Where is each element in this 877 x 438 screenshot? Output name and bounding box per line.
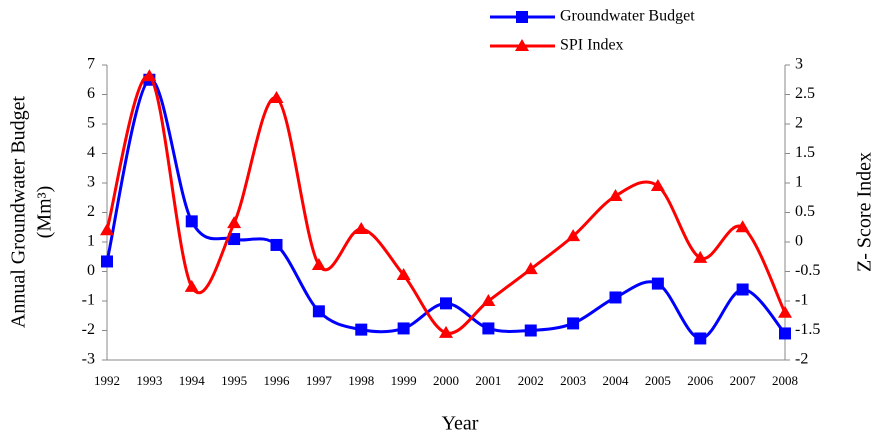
y2-axis-label: Z- Score Index	[854, 152, 876, 272]
y2-tick-label: 3	[795, 56, 803, 73]
data-point	[439, 325, 453, 338]
data-point	[269, 91, 284, 104]
y-tick-label: 4	[87, 144, 95, 161]
data-point	[779, 327, 791, 340]
x-tick-label: 1994	[179, 373, 206, 388]
y-tick-label: -2	[82, 321, 95, 338]
y-tick-label: -3	[82, 351, 95, 368]
legend-marker	[516, 11, 528, 23]
y2-tick-label: 2	[795, 115, 803, 132]
series-line	[105, 74, 787, 335]
legend-marker	[515, 39, 529, 51]
data-point	[481, 294, 496, 306]
data-point	[142, 69, 157, 82]
data-point	[694, 332, 707, 345]
data-point	[397, 322, 410, 335]
y-tick-label: 2	[87, 203, 95, 220]
x-tick-label: 1996	[264, 373, 291, 388]
data-point	[228, 233, 241, 246]
x-tick-label: 1999	[391, 373, 417, 388]
data-point	[609, 291, 622, 304]
x-tick-label: 1997	[306, 373, 333, 388]
y-tick-label: 1	[87, 233, 95, 250]
x-axis-label: Year	[442, 413, 479, 435]
y2-tick-label: -0.5	[795, 262, 820, 279]
legend-label: Groundwater Budget	[560, 8, 695, 25]
data-point	[778, 305, 792, 318]
y-axis-label: (Mm³)	[34, 186, 56, 239]
x-tick-label: 1998	[348, 373, 374, 388]
data-point	[355, 323, 368, 336]
y-tick-label: 0	[87, 262, 95, 279]
data-point	[270, 238, 283, 251]
data-point	[523, 262, 538, 275]
y-tick-label: -1	[82, 292, 95, 309]
x-tick-label: 1995	[221, 373, 247, 388]
x-tick-label: 2006	[687, 373, 714, 388]
y2-tick-label: -1	[795, 292, 808, 309]
x-tick-label: 2008	[772, 373, 798, 388]
data-point	[735, 220, 750, 233]
x-tick-label: 2002	[518, 373, 544, 388]
x-tick-label: 2005	[645, 373, 671, 388]
x-tick-label: 2003	[560, 373, 586, 388]
data-point	[227, 216, 242, 229]
data-point	[312, 305, 325, 318]
data-point	[100, 223, 114, 236]
data-point	[566, 229, 581, 242]
data-point	[482, 322, 495, 335]
y-tick-label: 5	[87, 115, 95, 132]
y2-tick-label: 1.5	[795, 144, 815, 161]
y-tick-label: 6	[87, 85, 95, 102]
y-tick-label: 3	[87, 174, 95, 191]
y-tick-label: 7	[87, 56, 95, 73]
data-point	[567, 317, 580, 330]
data-point	[651, 277, 664, 290]
x-tick-label: 2001	[475, 373, 501, 388]
data-point	[608, 188, 623, 201]
y2-tick-label: 0	[795, 233, 803, 250]
y2-tick-label: -1.5	[795, 321, 820, 338]
data-point	[311, 258, 326, 271]
data-point	[524, 324, 537, 337]
data-point	[184, 279, 199, 292]
data-point	[693, 250, 708, 263]
y2-tick-label: 2.5	[795, 85, 815, 102]
data-point	[185, 215, 198, 228]
data-point	[354, 222, 369, 235]
data-point	[736, 283, 749, 296]
data-point	[440, 297, 452, 310]
data-point	[650, 178, 665, 191]
x-tick-label: 2000	[433, 373, 459, 388]
y2-tick-label: 1	[795, 174, 803, 191]
x-tick-label: 1993	[136, 373, 162, 388]
data-point	[396, 268, 411, 281]
legend-label: SPI Index	[560, 37, 624, 54]
y2-tick-label: -2	[795, 351, 808, 368]
y2-tick-label: 0.5	[795, 203, 815, 220]
x-tick-label: 1992	[94, 373, 120, 388]
y-axis-label: Annual Groundwater Budget	[8, 95, 30, 328]
x-tick-label: 2004	[603, 373, 630, 388]
data-point	[101, 255, 113, 268]
x-tick-label: 2007	[730, 373, 757, 388]
